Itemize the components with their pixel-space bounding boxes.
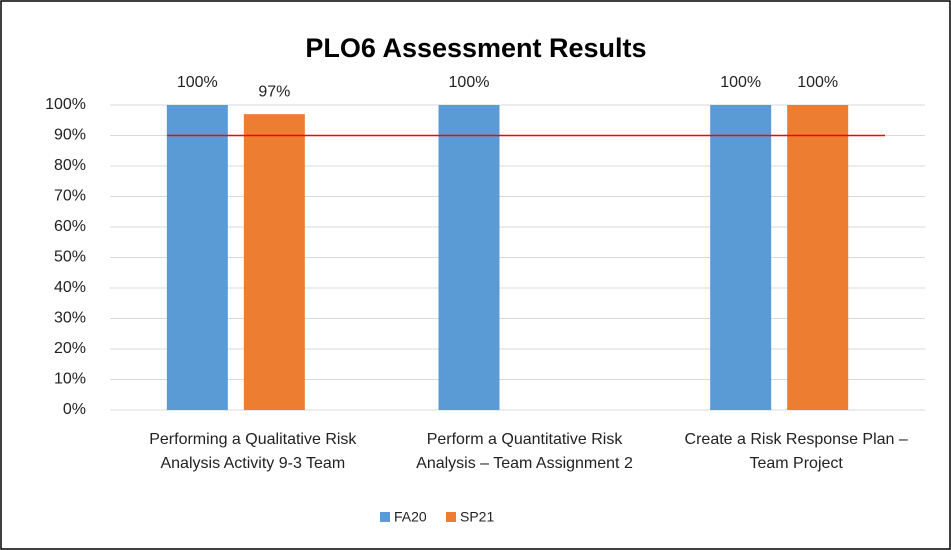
y-tick-label: 50%	[54, 249, 86, 266]
legend-swatch	[380, 512, 390, 522]
bar	[710, 105, 772, 410]
y-tick-label: 60%	[54, 218, 86, 235]
bar	[787, 105, 849, 410]
y-tick-label: 90%	[54, 127, 86, 144]
y-tick-label: 80%	[54, 157, 86, 174]
data-label: 100%	[797, 74, 838, 91]
y-tick-label: 40%	[54, 279, 86, 296]
bar	[166, 105, 228, 410]
data-label: 100%	[177, 74, 218, 91]
x-tick-label: Performing a Qualitative Risk	[149, 431, 357, 448]
y-tick-label: 100%	[45, 96, 86, 113]
y-tick-label: 20%	[54, 340, 86, 357]
x-tick-label: Analysis – Team Assignment 2	[416, 455, 633, 472]
bar	[243, 114, 305, 411]
legend-label: SP21	[460, 509, 494, 525]
x-tick-label: Perform a Quantitative Risk	[427, 431, 624, 448]
bar	[438, 105, 500, 410]
y-tick-label: 70%	[54, 188, 86, 205]
y-tick-label: 30%	[54, 310, 86, 327]
data-label: 97%	[258, 83, 290, 100]
x-tick-label: Create a Risk Response Plan –	[685, 431, 908, 448]
data-label: 100%	[720, 74, 761, 91]
legend-swatch	[446, 512, 456, 522]
x-tick-label: Analysis Activity 9-3 Team	[160, 455, 345, 472]
y-tick-label: 0%	[63, 401, 86, 418]
data-label: 100%	[449, 74, 490, 91]
chart-title: PLO6 Assessment Results	[305, 33, 646, 63]
y-tick-label: 10%	[54, 371, 86, 388]
legend-label: FA20	[394, 509, 427, 525]
x-tick-label: Team Project	[749, 455, 843, 472]
